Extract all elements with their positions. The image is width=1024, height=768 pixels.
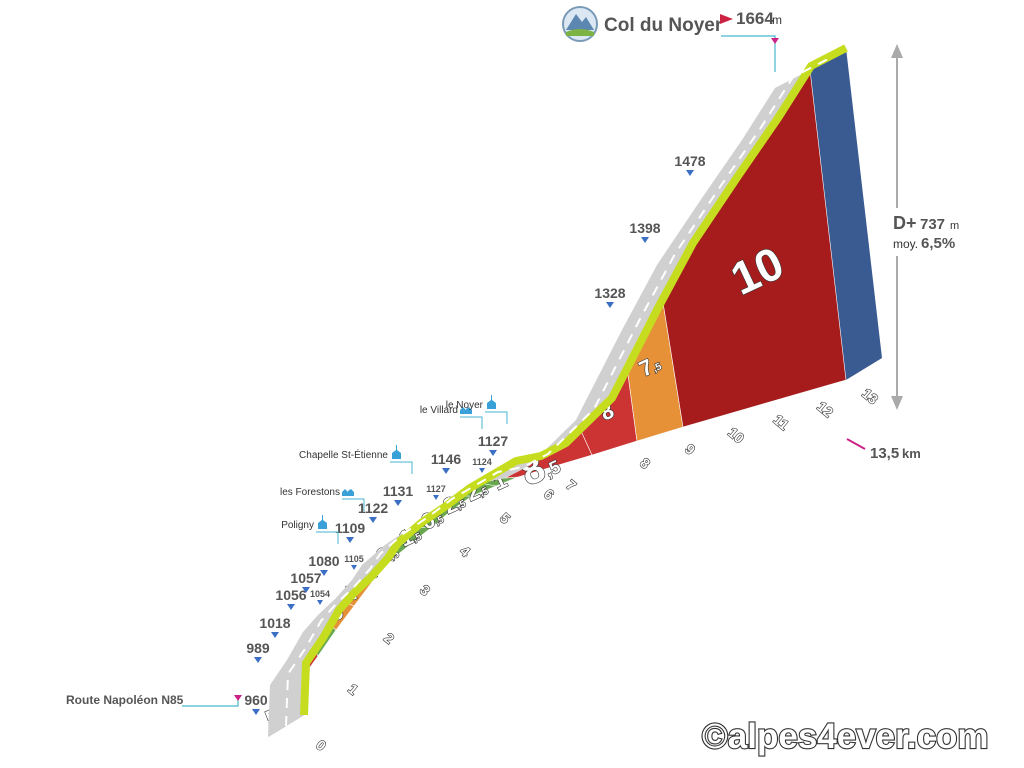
altitude-marker-icon: [271, 632, 279, 638]
watermark: ©alpes4ever.com: [702, 717, 989, 756]
place-callout-line: [342, 498, 365, 511]
place-name: le Villard: [420, 405, 458, 416]
altitude-marker-icon: [252, 709, 260, 715]
houses-icon: [342, 489, 354, 496]
altitude-label: 1478: [674, 153, 705, 169]
place-callout-line: [390, 461, 413, 474]
altitude-label: 989: [246, 640, 270, 656]
road-surface: [268, 48, 846, 737]
summit-name: Col du Noyer: [604, 15, 723, 36]
km-tick-label: 0: [313, 737, 329, 754]
summit-callout-line: [721, 35, 776, 72]
summit-flag-icon: [720, 14, 733, 24]
church-icon: [318, 515, 327, 529]
altitude-label: 1018: [259, 615, 290, 631]
altitude-label: 1109: [335, 520, 366, 536]
distance-marker-line: [846, 438, 866, 450]
km-tick-label: 9: [682, 441, 698, 458]
place-name: Poligny: [281, 520, 314, 531]
place-callout-line: [460, 416, 483, 429]
altitude-marker-icon: [489, 450, 497, 456]
altitude-marker-icon: [394, 500, 402, 506]
start-marker-icon: [234, 695, 242, 701]
km-tick-label: 1: [345, 681, 361, 698]
profile-front-layer: 56,5806712,51,50,52,52,518,587,510: [261, 69, 847, 738]
start-callout-line: [182, 700, 239, 707]
summit-badge: Col du Noyer 1664 m: [562, 6, 782, 72]
km-tick-label: 4: [457, 543, 473, 560]
altitude-label: 1146: [431, 451, 462, 467]
start-label-group: Route Napoléon N85: [66, 693, 242, 707]
elevation-gain-value: 737: [920, 216, 945, 233]
arrow-down-icon: [891, 396, 903, 410]
houses-icon: [460, 407, 472, 414]
altitude-marker-small-icon: [317, 600, 323, 605]
altitude-label: 1131: [383, 483, 414, 499]
place-name: le Noyer: [446, 400, 484, 411]
elevation-gain-group: D+ 737 m moy. 6,5%: [891, 44, 960, 410]
km-tick-label: 12: [814, 398, 836, 420]
place-callout-line: [316, 531, 339, 544]
church-icon: [392, 445, 401, 459]
elevation-gain-unit: m: [950, 220, 959, 232]
altitude-marker-icon: [641, 237, 649, 243]
distance-total-group: 13,5 km: [846, 438, 921, 462]
km-tick-label: 3: [417, 582, 433, 599]
altitude-label: 1057: [290, 570, 321, 586]
arrow-up-icon: [891, 44, 903, 58]
road-layer: [268, 44, 848, 737]
altitude-label-small: 1105: [344, 554, 364, 564]
altitude-label: 1056: [275, 587, 306, 603]
place-callout-line: [485, 411, 508, 424]
altitude-label-small: 1054: [310, 589, 330, 599]
altitude-label: 1080: [308, 553, 339, 569]
altitude-label: 1328: [594, 285, 625, 301]
altitude-label-small: 1127: [426, 484, 446, 494]
km-tick-label: 7: [563, 477, 579, 494]
altitude-marker-icon: [346, 537, 354, 543]
elevation-gain-label: D+: [893, 213, 917, 233]
place-name: Chapelle St-Étienne: [299, 448, 388, 461]
total-distance-unit: km: [902, 446, 921, 461]
summit-altitude: 1664: [736, 9, 774, 28]
km-tick-label: 2: [381, 630, 397, 647]
altitude-marker-icon: [686, 170, 694, 176]
mountain-peak-icon: [566, 14, 594, 30]
average-label: moy.: [893, 237, 918, 251]
altitude-marker-small-icon: [479, 468, 485, 473]
altitude-label-small: 1124: [472, 457, 492, 467]
altitude-marker-icon: [442, 468, 450, 474]
altitude-marker-icon: [606, 302, 614, 308]
place-name: les Forestons: [280, 487, 340, 498]
altitude-marker-icon: [302, 587, 310, 593]
altitude-marker-small-icon: [433, 495, 439, 500]
km-tick-label: 10: [725, 424, 747, 446]
elevation-stats-bg: [892, 208, 960, 256]
altitude-marker-icon: [320, 570, 328, 576]
summit-altitude-unit: m: [772, 13, 782, 27]
km-tick-label: 13: [859, 385, 881, 407]
summit-marker-icon: [771, 38, 779, 44]
altitude-label: 960: [244, 692, 268, 708]
average-grade: 6,5%: [921, 235, 955, 252]
altitude-marker-icon: [369, 517, 377, 523]
altitude-marker-small-icon: [351, 565, 357, 570]
altitude-label: 1122: [358, 500, 389, 516]
altitude-label: 1127: [478, 433, 509, 449]
start-label: Route Napoléon N85: [66, 693, 184, 707]
church-icon: [487, 395, 496, 409]
altitude-marker-icon: [287, 604, 295, 610]
km-tick-label: 8: [637, 455, 653, 472]
total-distance: 13,5: [870, 445, 899, 462]
altitude-marker-icon: [254, 657, 262, 663]
altitude-label: 1398: [629, 220, 660, 236]
meadow-icon: [566, 29, 594, 36]
road-centerline: [285, 58, 829, 727]
km-tick-label: 11: [770, 411, 792, 433]
km-tick-label: 5: [497, 510, 513, 527]
